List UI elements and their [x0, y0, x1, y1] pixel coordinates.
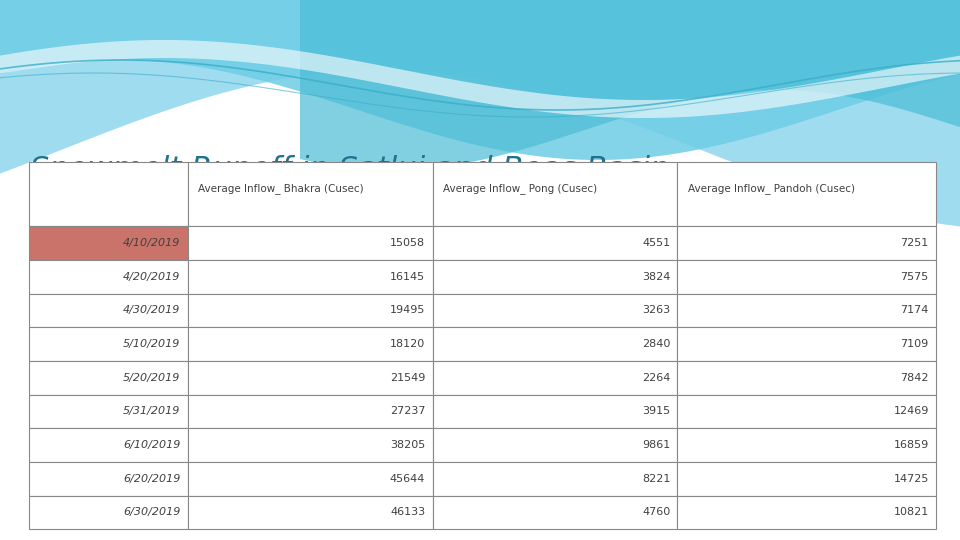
Text: 4760: 4760: [642, 508, 670, 517]
Text: 18120: 18120: [390, 339, 425, 349]
Bar: [433, 361, 678, 395]
Text: 3915: 3915: [642, 407, 670, 416]
Bar: [29, 327, 187, 361]
Bar: [187, 395, 433, 428]
Bar: [187, 162, 433, 226]
Bar: [678, 361, 936, 395]
Text: 10821: 10821: [894, 508, 928, 517]
Text: 7251: 7251: [900, 238, 928, 248]
Bar: [29, 462, 187, 496]
Text: Average Inflow_ Pong (Cusec): Average Inflow_ Pong (Cusec): [444, 184, 597, 194]
Text: Average Inflow_ Pandoh (Cusec): Average Inflow_ Pandoh (Cusec): [688, 184, 855, 194]
Polygon shape: [0, 40, 960, 118]
Text: 16145: 16145: [390, 272, 425, 282]
Polygon shape: [0, 0, 960, 160]
Text: 4551: 4551: [642, 238, 670, 248]
Bar: [678, 260, 936, 294]
Text: 6/20/2019: 6/20/2019: [123, 474, 180, 484]
Bar: [678, 162, 936, 226]
Text: 7842: 7842: [900, 373, 928, 383]
Text: 3263: 3263: [642, 306, 670, 315]
Bar: [187, 428, 433, 462]
Bar: [187, 226, 433, 260]
Bar: [29, 361, 187, 395]
Bar: [29, 226, 187, 260]
Bar: [433, 428, 678, 462]
Text: 27237: 27237: [390, 407, 425, 416]
Text: Average Inflow_ Bhakra (Cusec): Average Inflow_ Bhakra (Cusec): [199, 184, 364, 194]
Bar: [433, 395, 678, 428]
Text: 6/30/2019: 6/30/2019: [123, 508, 180, 517]
Text: 6/10/2019: 6/10/2019: [123, 440, 180, 450]
Bar: [433, 496, 678, 529]
Bar: [187, 496, 433, 529]
Bar: [187, 361, 433, 395]
Text: 12469: 12469: [894, 407, 928, 416]
Text: 7109: 7109: [900, 339, 928, 349]
Bar: [187, 462, 433, 496]
Bar: [29, 428, 187, 462]
Bar: [29, 395, 187, 428]
Text: 14725: 14725: [894, 474, 928, 484]
Text: 7575: 7575: [900, 272, 928, 282]
Bar: [678, 428, 936, 462]
Bar: [433, 294, 678, 327]
Text: 4/30/2019: 4/30/2019: [123, 306, 180, 315]
Text: Snowmelt Runoff in Satluj and Beas Basin: Snowmelt Runoff in Satluj and Beas Basin: [30, 155, 669, 184]
Text: 3824: 3824: [642, 272, 670, 282]
Text: 16859: 16859: [894, 440, 928, 450]
Bar: [29, 260, 187, 294]
Polygon shape: [300, 0, 960, 170]
Text: 21549: 21549: [390, 373, 425, 383]
Bar: [433, 162, 678, 226]
Bar: [678, 327, 936, 361]
Bar: [433, 260, 678, 294]
Text: 45644: 45644: [390, 474, 425, 484]
Text: 19495: 19495: [390, 306, 425, 315]
Bar: [187, 327, 433, 361]
Text: 2840: 2840: [642, 339, 670, 349]
Text: 8221: 8221: [642, 474, 670, 484]
Text: 7174: 7174: [900, 306, 928, 315]
Bar: [678, 395, 936, 428]
Bar: [433, 462, 678, 496]
Bar: [29, 162, 187, 226]
Text: 4/20/2019: 4/20/2019: [123, 272, 180, 282]
Bar: [187, 260, 433, 294]
Bar: [29, 496, 187, 529]
Polygon shape: [0, 0, 960, 226]
Bar: [29, 294, 187, 327]
Text: 4/10/2019: 4/10/2019: [123, 238, 180, 248]
Bar: [678, 226, 936, 260]
Text: 9861: 9861: [642, 440, 670, 450]
Text: 5/20/2019: 5/20/2019: [123, 373, 180, 383]
Bar: [433, 327, 678, 361]
Bar: [678, 462, 936, 496]
Bar: [678, 294, 936, 327]
Text: 15058: 15058: [390, 238, 425, 248]
Bar: [678, 496, 936, 529]
Text: 5/10/2019: 5/10/2019: [123, 339, 180, 349]
Text: 2264: 2264: [642, 373, 670, 383]
Text: 46133: 46133: [390, 508, 425, 517]
Bar: [433, 226, 678, 260]
Text: 38205: 38205: [390, 440, 425, 450]
Text: 5/31/2019: 5/31/2019: [123, 407, 180, 416]
Bar: [187, 294, 433, 327]
